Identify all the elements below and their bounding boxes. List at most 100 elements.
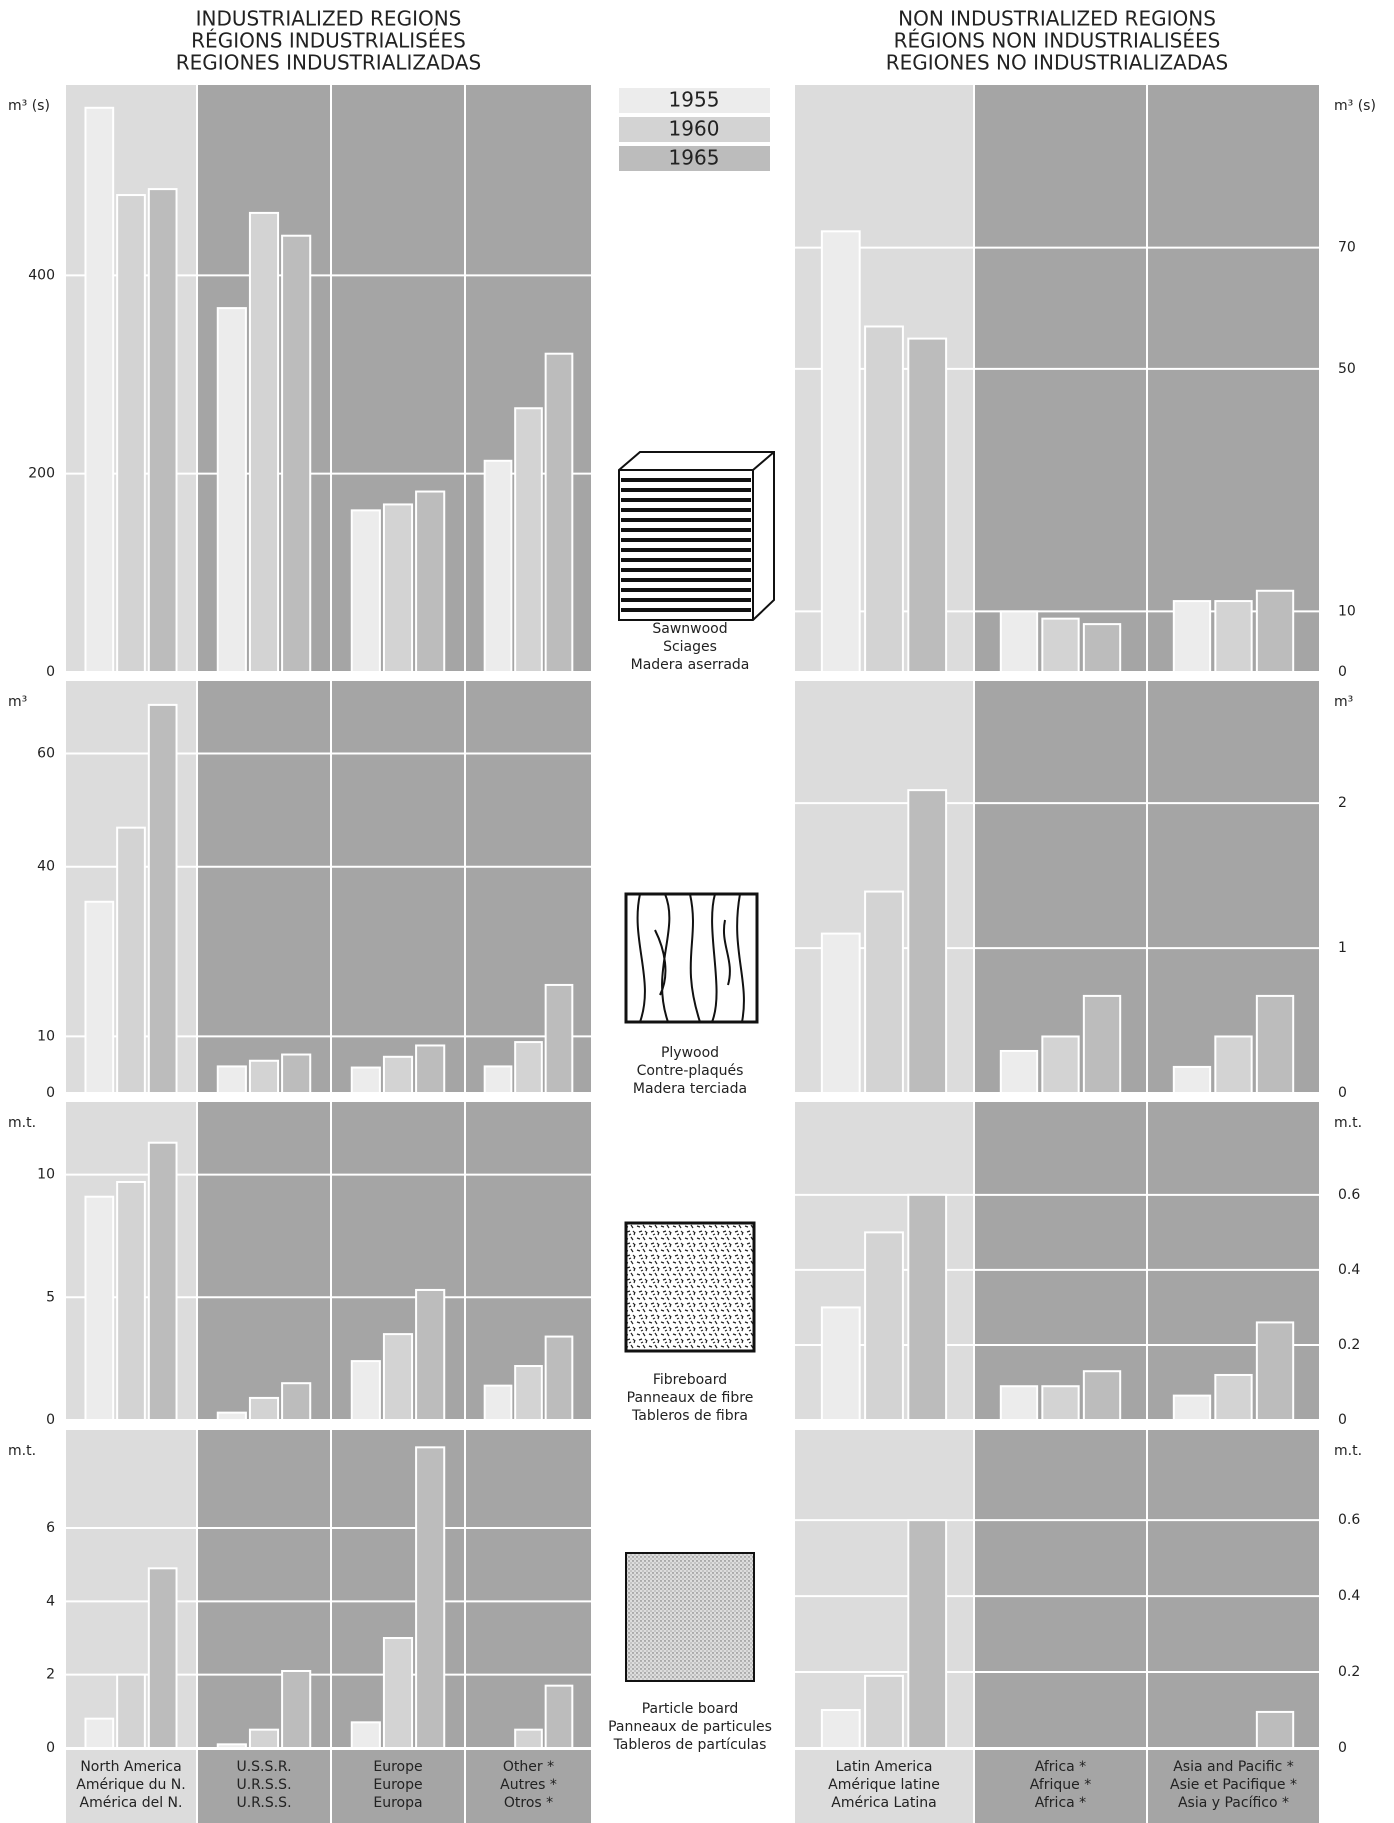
bar [216, 307, 247, 673]
category-label: Amérique du N. [76, 1777, 185, 1793]
category-label: Africa * [1035, 1795, 1086, 1811]
category-label: América del N. [80, 1795, 183, 1811]
bar [281, 234, 312, 673]
category-label: Africa * [1035, 1759, 1086, 1775]
category-box [66, 1750, 196, 1823]
category-box [1148, 1750, 1319, 1823]
category-label: U.R.S.S. [236, 1777, 291, 1793]
category-label: U.S.S.R. [236, 1759, 291, 1775]
y-tick-label: 0 [1338, 1085, 1347, 1101]
bar [1214, 600, 1253, 674]
bar [216, 1743, 247, 1750]
category-box [332, 1750, 464, 1823]
y-tick-label: 1 [1338, 940, 1347, 956]
bar [514, 1728, 543, 1749]
legend-label: 1965 [669, 146, 720, 170]
bar [1255, 589, 1295, 673]
bar [1255, 1321, 1295, 1422]
unit-label: m³ (s) [1334, 98, 1376, 114]
y-tick-label: 5 [46, 1289, 55, 1305]
y-tick-label: 40 [37, 859, 55, 875]
bar [999, 1385, 1039, 1421]
y-tick-label: 6 [46, 1520, 55, 1536]
bar [216, 1065, 247, 1094]
y-tick-label: 0 [46, 1412, 55, 1428]
panel-bg [198, 681, 330, 1092]
category-label: Asia y Pacífico * [1178, 1795, 1289, 1811]
y-tick-label: 0.6 [1338, 1512, 1360, 1528]
bar [248, 211, 280, 674]
y-tick-label: 0 [1338, 1740, 1347, 1756]
legend-swatch [619, 88, 770, 113]
legend-swatch [619, 146, 770, 171]
y-tick-label: 2 [1338, 795, 1347, 811]
bar [1082, 1370, 1122, 1422]
bar [350, 1066, 381, 1095]
bar [544, 1684, 574, 1749]
bar [514, 1365, 543, 1421]
unit-label: m.t. [8, 1443, 36, 1459]
bar [907, 337, 948, 673]
y-tick-label: 0 [1338, 1412, 1347, 1428]
bar [415, 1288, 446, 1422]
category-label: Amérique latine [828, 1777, 940, 1793]
bar [382, 1637, 414, 1749]
product-label: Plywood [661, 1045, 719, 1061]
panel-bg [1148, 1430, 1319, 1747]
bar [216, 1411, 247, 1421]
product-label: Madera terciada [633, 1081, 747, 1097]
y-tick-label: 0 [46, 1740, 55, 1756]
bar [1214, 1373, 1253, 1422]
category-label: Autres * [500, 1777, 557, 1793]
section-title: RÉGIONS NON INDUSTRIALISÉES [894, 29, 1221, 53]
bar [147, 1567, 178, 1750]
bar [999, 1049, 1039, 1095]
y-tick-label: 0 [1338, 664, 1347, 680]
bar [1082, 623, 1122, 673]
bar [483, 1065, 513, 1094]
bar [1255, 1710, 1295, 1749]
product-label: Panneaux de fibre [627, 1390, 754, 1406]
bar [248, 1396, 280, 1422]
category-label: U.R.S.S. [236, 1795, 291, 1811]
category-label: Other * [503, 1759, 554, 1775]
bar [84, 900, 115, 1094]
product-label: Sawnwood [652, 621, 727, 637]
category-label: Europa [373, 1795, 422, 1811]
bar [999, 610, 1039, 674]
bar [1041, 1385, 1080, 1421]
legend-label: 1960 [669, 117, 720, 141]
section-title: REGIONES INDUSTRIALIZADAS [176, 51, 481, 75]
product-label: Panneaux de particules [608, 1719, 772, 1735]
category-label: Europe [373, 1777, 422, 1793]
category-box [795, 1750, 973, 1823]
y-tick-label: 0 [46, 664, 55, 680]
y-tick-label: 4 [46, 1593, 55, 1609]
bar [1172, 1065, 1212, 1094]
y-tick-label: 200 [28, 466, 55, 482]
y-tick-label: 50 [1338, 361, 1356, 377]
bar [514, 407, 543, 673]
y-tick-label: 0.6 [1338, 1187, 1360, 1203]
category-label: América Latina [831, 1795, 936, 1811]
unit-label: m.t. [1334, 1443, 1362, 1459]
bar [1172, 1394, 1212, 1421]
category-label: Latin America [836, 1759, 933, 1775]
product-label: Madera aserrada [631, 657, 750, 673]
bar [864, 1231, 904, 1421]
bar [281, 1053, 312, 1095]
product-label: Tableros de fibra [631, 1408, 748, 1424]
category-label: North America [80, 1759, 181, 1775]
bar [116, 826, 146, 1094]
fibreboard-icon [624, 1221, 756, 1353]
bar [147, 1141, 178, 1421]
legend-swatch [619, 117, 770, 142]
legend-label: 1955 [669, 88, 720, 112]
bar [84, 1717, 115, 1749]
category-label: Asia and Pacific * [1173, 1759, 1294, 1775]
bar [864, 1674, 904, 1749]
bar [415, 1446, 446, 1750]
unit-label: m.t. [8, 1115, 36, 1131]
